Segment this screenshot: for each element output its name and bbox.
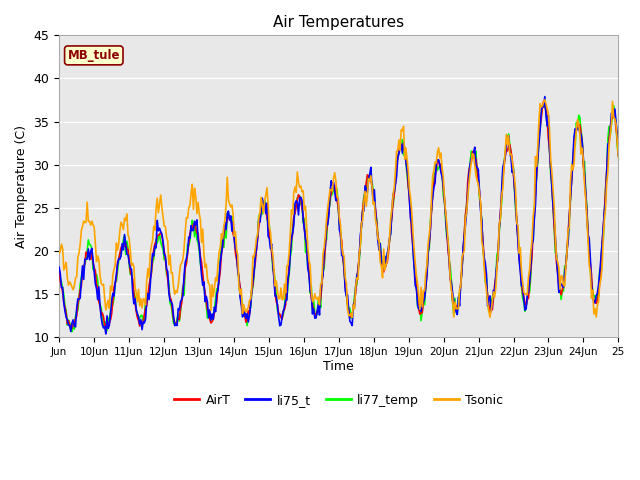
Text: MB_tule: MB_tule (68, 49, 120, 62)
X-axis label: Time: Time (323, 360, 354, 372)
Y-axis label: Air Temperature (C): Air Temperature (C) (15, 125, 28, 248)
Legend: AirT, li75_t, li77_temp, Tsonic: AirT, li75_t, li77_temp, Tsonic (169, 389, 508, 412)
Title: Air Temperatures: Air Temperatures (273, 15, 404, 30)
